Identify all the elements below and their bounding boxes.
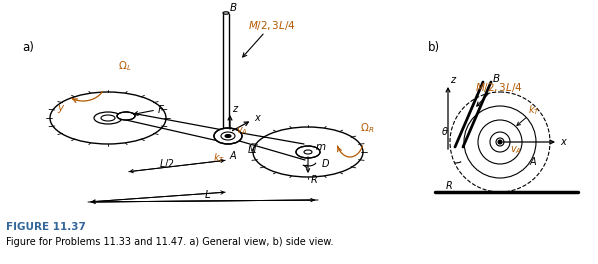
Text: $v_A$: $v_A$: [510, 144, 522, 156]
Text: m: m: [316, 142, 326, 152]
Text: Figure for Problems 11.33 and 11.47. a) General view, b) side view.: Figure for Problems 11.33 and 11.47. a) …: [6, 237, 334, 247]
Text: $k_T$: $k_T$: [213, 151, 225, 165]
Text: $\Omega_L$: $\Omega_L$: [118, 59, 132, 73]
Ellipse shape: [214, 128, 242, 144]
Ellipse shape: [498, 140, 502, 144]
Text: z: z: [232, 104, 237, 114]
Text: $k_T$: $k_T$: [528, 103, 540, 117]
Text: $\Omega_R$: $\Omega_R$: [360, 121, 374, 135]
Ellipse shape: [117, 112, 135, 120]
Text: $L/2$: $L/2$: [159, 158, 175, 171]
Text: A: A: [230, 151, 237, 161]
Text: z: z: [450, 75, 455, 85]
Text: FIGURE 11.37: FIGURE 11.37: [6, 222, 86, 232]
Text: A: A: [530, 157, 536, 167]
Text: L: L: [205, 190, 211, 200]
Text: $\theta$: $\theta$: [441, 125, 448, 137]
Text: M: M: [248, 145, 257, 155]
Ellipse shape: [296, 146, 320, 158]
Text: y: y: [57, 103, 63, 113]
Text: $v_A$: $v_A$: [236, 125, 248, 137]
Text: D: D: [322, 159, 329, 169]
Text: B: B: [493, 74, 500, 84]
Text: $M/2, 3L/4$: $M/2, 3L/4$: [248, 18, 295, 31]
Text: R: R: [311, 175, 318, 185]
Text: x: x: [560, 137, 566, 147]
Text: $M/2, 3L/4$: $M/2, 3L/4$: [475, 81, 523, 93]
Text: b): b): [428, 41, 440, 54]
Text: R: R: [446, 181, 453, 191]
Text: F: F: [158, 105, 164, 115]
Text: a): a): [22, 41, 34, 54]
Text: x: x: [254, 113, 260, 123]
Ellipse shape: [225, 134, 231, 138]
Text: B: B: [230, 3, 237, 13]
